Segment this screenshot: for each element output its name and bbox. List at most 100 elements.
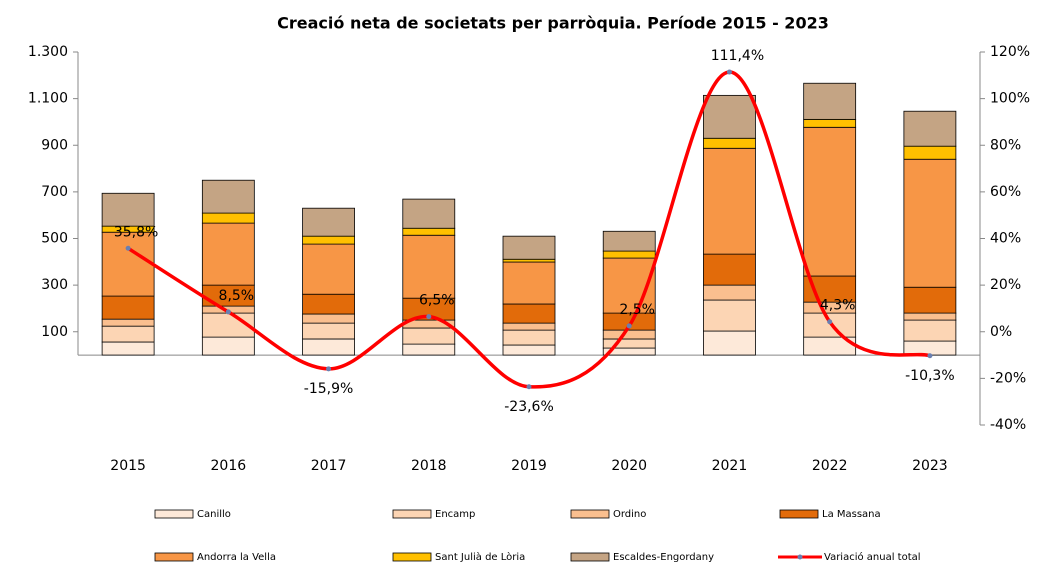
y-tick-label: 500 — [41, 231, 68, 247]
y2-tick-label: 0% — [990, 324, 1012, 340]
bar-segment — [903, 319, 957, 342]
bar-segment — [302, 293, 355, 315]
bar-segment — [302, 207, 355, 237]
legend-swatch — [779, 509, 819, 519]
bar-segment — [602, 329, 656, 340]
line-point — [125, 245, 131, 251]
bar-segment — [101, 318, 155, 327]
legend-label: Sant Julià de Lòria — [435, 551, 525, 563]
y2-tick-label: -20% — [990, 370, 1026, 386]
bar-segment — [803, 312, 857, 338]
bar-segment — [201, 212, 255, 224]
y2-tick-label: 120% — [990, 44, 1030, 60]
data-label: 111,4% — [711, 48, 764, 64]
x-tick-label: 2019 — [511, 458, 547, 474]
bar-segment — [101, 231, 155, 297]
legend-swatch — [154, 509, 194, 519]
bar-segment — [502, 344, 556, 356]
bar-segment — [402, 227, 456, 236]
bar-segment — [302, 235, 355, 245]
bar-segment — [602, 230, 656, 252]
x-tick-label: 2022 — [812, 458, 848, 474]
bar-segment — [703, 137, 756, 149]
y2-tick-label: -40% — [990, 417, 1026, 433]
y-tick-label: 1.100 — [28, 91, 68, 107]
bar-segment — [101, 295, 155, 320]
legend-label: La Massana — [822, 509, 881, 520]
x-tick-label: 2018 — [411, 458, 447, 474]
line-point — [927, 353, 933, 359]
line-point — [225, 309, 231, 315]
y-tick-label: 700 — [41, 184, 68, 200]
legend-label: Canillo — [197, 509, 231, 520]
bar-segment — [703, 253, 756, 286]
bar-segment — [903, 110, 957, 147]
bar-segment — [703, 299, 756, 332]
data-label: -10,3% — [905, 368, 955, 384]
bar-segment — [502, 303, 556, 324]
legend-marker — [797, 554, 803, 560]
legend-label: Escaldes-Engordany — [613, 552, 714, 563]
bar-segment — [502, 329, 556, 346]
legend-swatch — [154, 552, 194, 562]
x-tick-label: 2020 — [611, 458, 647, 474]
bar-segment — [201, 179, 255, 214]
line-point — [726, 69, 732, 75]
bar-segment — [703, 94, 756, 139]
bar-segment — [803, 126, 857, 277]
legend-label: Variació anual total — [824, 551, 921, 563]
bar-segment — [502, 261, 556, 305]
y2-tick-label: 60% — [990, 184, 1021, 200]
bar-segment — [302, 313, 355, 324]
x-tick-label: 2015 — [110, 458, 146, 474]
bar-segment — [903, 145, 957, 160]
legend-swatch — [392, 509, 432, 519]
bar-segment — [302, 243, 355, 295]
bar-segment — [402, 327, 456, 345]
bar-segment — [703, 147, 756, 255]
bar-segment — [703, 330, 756, 356]
legend-label: Encamp — [435, 509, 475, 520]
line-point — [426, 314, 432, 320]
bar-segment — [101, 341, 155, 356]
bar-segment — [803, 118, 857, 128]
bar-segment — [402, 343, 456, 356]
bar-segment — [803, 82, 857, 120]
bar-segment — [302, 338, 355, 356]
y-tick-label: 1.300 — [28, 44, 68, 60]
bar-segment — [903, 158, 957, 288]
bar-segment — [302, 322, 355, 340]
bar-segment — [703, 284, 756, 301]
bar-segment — [903, 286, 957, 314]
y-tick-label: 100 — [41, 324, 68, 340]
line-point — [526, 384, 532, 390]
bar-segment — [201, 222, 255, 286]
y2-tick-label: 80% — [990, 137, 1021, 153]
data-label: 6,5% — [419, 293, 455, 309]
bar-segment — [903, 312, 957, 321]
chart-title: Creació neta de societats per parròquia.… — [277, 14, 829, 33]
y2-tick-label: 100% — [990, 91, 1030, 107]
line-point — [326, 366, 332, 372]
line — [127, 70, 931, 389]
bar-segment — [101, 192, 155, 227]
bar-segment — [502, 235, 556, 260]
bar-segment — [602, 338, 656, 349]
bar-segment — [402, 234, 456, 299]
bar-segment — [101, 325, 155, 343]
y2-tick-label: 20% — [990, 277, 1021, 293]
bar-segment — [201, 336, 255, 356]
x-tick-label: 2016 — [211, 458, 247, 474]
y-tick-label: 900 — [41, 137, 68, 153]
line-point — [626, 323, 632, 329]
bar-segment — [502, 322, 556, 331]
legend-label: Andorra la Vella — [197, 552, 276, 563]
data-label: 2,5% — [619, 302, 655, 318]
x-tick-label: 2017 — [311, 458, 347, 474]
bar-segment — [402, 198, 456, 229]
x-tick-label: 2021 — [712, 458, 748, 474]
legend-label: Ordino — [613, 509, 646, 520]
data-label: 35,8% — [114, 224, 158, 240]
data-label: 8,5% — [219, 288, 255, 304]
